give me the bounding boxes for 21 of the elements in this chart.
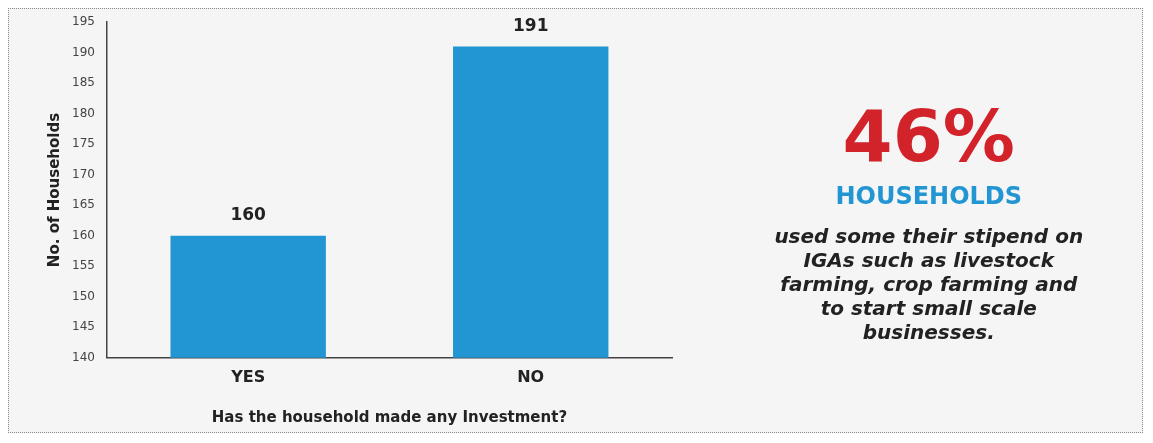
y-axis-title: No. of Households [45, 112, 64, 267]
data-label: 191 [513, 14, 549, 35]
data-label: 160 [230, 203, 267, 224]
y-tick-label: 170 [72, 166, 96, 181]
y-tick-label: 150 [72, 288, 96, 303]
x-tick-label: YES [230, 366, 266, 386]
y-tick-label: 180 [72, 105, 96, 120]
y-tick-label: 155 [72, 257, 96, 272]
text: HOUSEHOLDS [834, 182, 1024, 211]
y-tick-label: 185 [72, 74, 96, 89]
x-tick-label: NO [517, 366, 545, 386]
y-tick-label: 140 [72, 349, 96, 364]
y-tick-label: 145 [72, 318, 96, 333]
y-tick-label: 160 [72, 227, 96, 242]
y-tick-label: 195 [72, 13, 96, 28]
x-axis-title: Has the household made any Investment? [212, 407, 568, 426]
y-tick-label: 175 [72, 135, 96, 150]
text: used some their stipend on IGAs such as livestock farming, crop farming and to start small scale businesses. [773, 224, 1085, 345]
text: 46% [841, 93, 1016, 178]
y-tick-label: 190 [72, 44, 96, 59]
y-tick-label: 165 [72, 196, 96, 211]
